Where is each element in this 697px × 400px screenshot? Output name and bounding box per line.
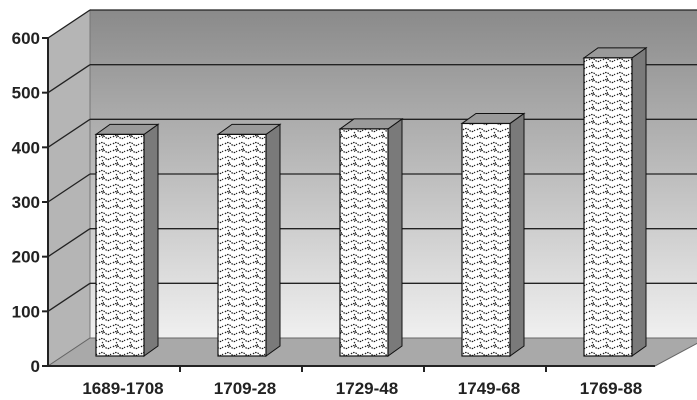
y-axis [42,37,655,372]
y-tick-label: 100 [12,302,40,321]
y-tick-label: 500 [12,84,40,103]
bar-front [339,128,389,357]
y-tick-label: 300 [12,193,40,212]
bar-front [461,122,511,357]
x-tick-label: 1769-88 [580,379,642,398]
bar-front [583,57,633,357]
bar-front [95,133,145,357]
bar-side [143,123,159,357]
gridline-side [47,9,91,39]
x-tick-label: 1709-28 [214,379,276,398]
gridline-side [47,118,91,148]
y-tick-label: 600 [12,29,40,48]
x-tick-label: 1729-48 [336,379,398,398]
y-tick-label: 0 [31,357,40,376]
y-tick-label: 400 [12,138,40,157]
bar [94,123,160,357]
bar [338,117,404,357]
gridline-side [47,64,91,94]
bar [582,46,648,357]
bar [216,123,282,357]
bars [94,46,648,357]
bar-side [631,46,647,357]
bar-side [509,112,525,357]
x-tick-labels: 1689-1708 1709-28 1729-48 1749-68 1769-88 [82,379,642,398]
gridline-side [47,228,91,258]
gridline-side [47,282,91,312]
bar-front [217,133,267,357]
y-tick-label: 200 [12,248,40,267]
x-tick-label: 1689-1708 [82,379,163,398]
bar-side [387,117,403,357]
bar [460,112,526,357]
y-tick-labels: 0 100 200 300 400 500 600 [12,29,40,376]
bar-side [265,123,281,357]
gridline-side [47,173,91,203]
x-tick-label: 1749-68 [458,379,520,398]
